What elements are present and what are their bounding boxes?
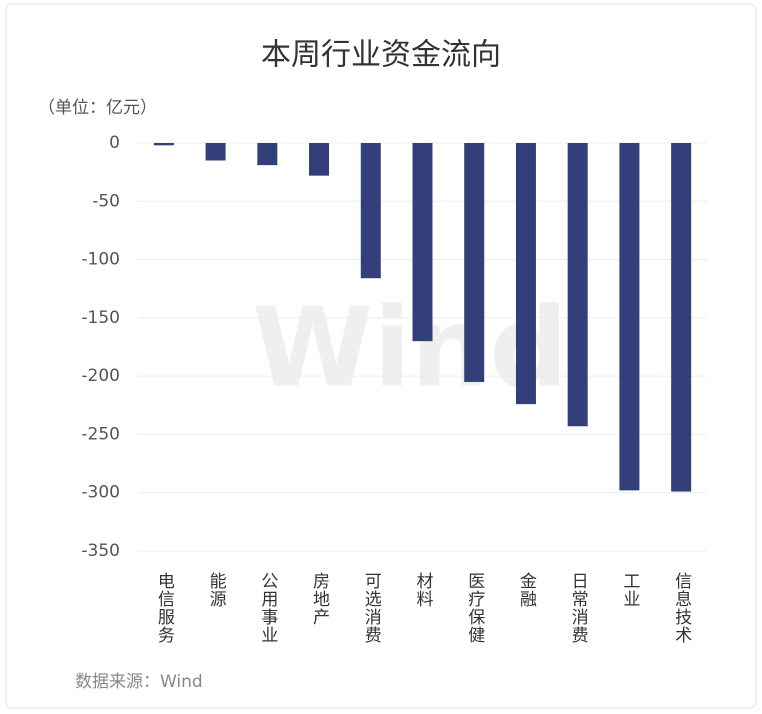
y-tick-label: -200 [81, 366, 120, 386]
bar [464, 143, 485, 382]
bar [619, 143, 640, 491]
bar [205, 143, 226, 161]
x-tick-label: 能源 [206, 572, 227, 608]
y-tick-label: -50 [92, 191, 120, 211]
y-tick-label: -150 [81, 308, 120, 328]
bar [567, 143, 588, 427]
bar [153, 143, 174, 146]
x-tick-label: 公用事业 [257, 572, 278, 644]
bar [412, 143, 433, 342]
y-tick-label: -300 [81, 483, 120, 503]
x-tick-label: 材料 [413, 572, 434, 608]
y-tick-label: -100 [81, 250, 120, 270]
bar [360, 143, 381, 279]
bar [515, 143, 536, 405]
watermark: Wind [252, 283, 568, 411]
x-tick-label: 工业 [619, 572, 640, 608]
bar [309, 143, 330, 176]
x-tick-label: 信息技术 [671, 572, 692, 644]
x-tick-label: 房地产 [309, 572, 330, 626]
x-tick-label: 日常消费 [568, 572, 589, 644]
x-tick-label: 金融 [516, 572, 537, 608]
bar [257, 143, 278, 166]
chart-title: 本周行业资金流向 [261, 38, 501, 73]
y-tick-label: 0 [109, 133, 120, 153]
x-tick-label: 电信服务 [154, 572, 175, 644]
x-tick-label: 医疗保健 [464, 572, 485, 644]
source: 数据来源：Wind [75, 672, 203, 692]
y-tick-label: -250 [81, 424, 120, 444]
bar [671, 143, 692, 492]
unit-label: （单位：亿元） [38, 98, 157, 118]
y-tick-label: -350 [81, 541, 120, 561]
x-tick-label: 可选消费 [361, 572, 382, 644]
